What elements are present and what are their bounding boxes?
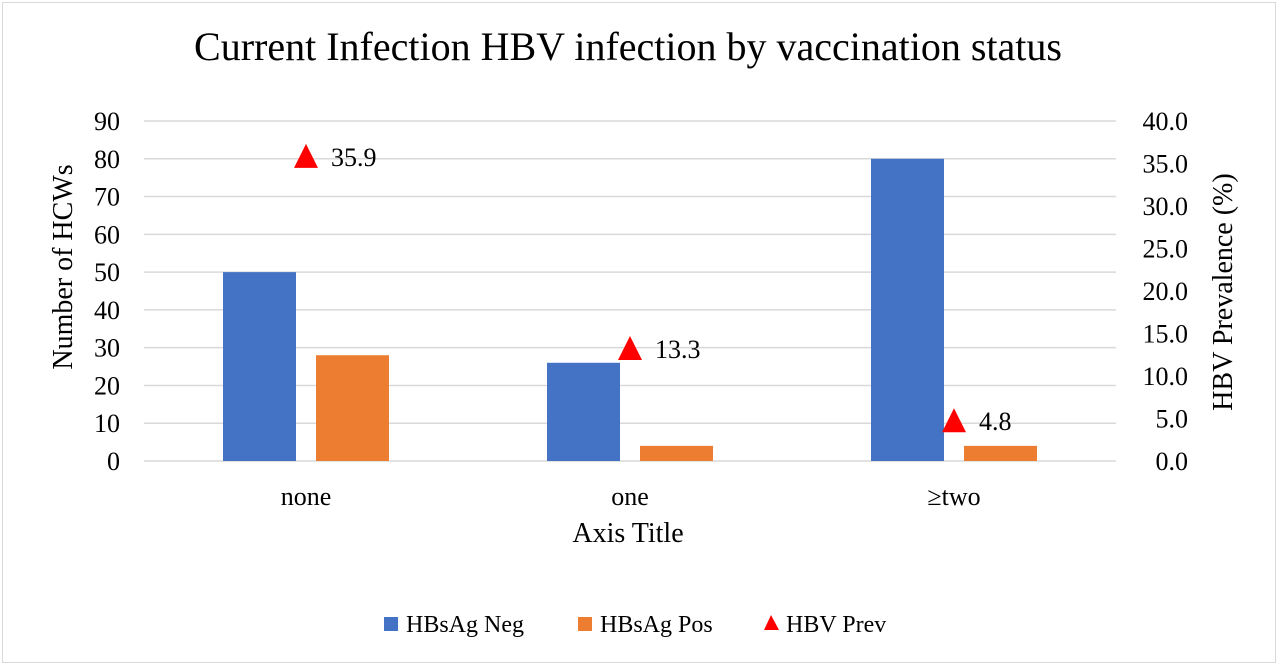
legend: HBsAg Neg HBsAg Pos HBV Prev (384, 612, 886, 638)
bar-hbsag-pos (964, 445, 1037, 461)
legend-swatch (764, 615, 779, 630)
y2-axis-ticks: 0.0 5.0 10.0 15.0 20.0 25.0 30.0 35.0 40.0 (1143, 107, 1189, 476)
gridlines (144, 120, 1116, 462)
x-tick-label: ≥two (927, 482, 980, 511)
y2-tick-label: 5.0 (1156, 405, 1189, 434)
legend-label: HBsAg Neg (406, 612, 524, 638)
y-axis-ticks: 0 10 20 30 40 50 60 70 80 90 (94, 107, 120, 476)
bar-hbsag-pos (640, 445, 713, 461)
y2-tick-label: 40.0 (1143, 107, 1189, 136)
bars (223, 158, 1037, 461)
y2-axis-title: HBV Prevalence (%) (1208, 173, 1239, 410)
bar-hbsag-neg (871, 158, 944, 461)
data-label: 35.9 (331, 143, 377, 172)
prevalence-markers: 35.9 13.3 4.8 (294, 143, 1012, 436)
legend-swatch (578, 617, 592, 631)
y-tick-label: 0 (107, 447, 120, 476)
y2-tick-label: 30.0 (1143, 192, 1189, 221)
bar-hbsag-neg (223, 272, 296, 461)
y-axis-title: Number of HCWs (48, 164, 79, 369)
y-tick-label: 70 (94, 183, 120, 212)
x-axis-ticks: none one ≥two (281, 482, 981, 511)
y-tick-label: 50 (94, 258, 120, 287)
bar-hbsag-pos (316, 355, 389, 461)
data-label: 4.8 (979, 407, 1012, 436)
y-tick-label: 80 (94, 145, 120, 174)
y2-tick-label: 15.0 (1143, 320, 1189, 349)
y-tick-label: 30 (94, 334, 120, 363)
y2-tick-label: 25.0 (1143, 235, 1189, 264)
y-tick-label: 40 (94, 296, 120, 325)
legend-label: HBsAg Pos (600, 612, 713, 638)
legend-label: HBV Prev (786, 612, 886, 638)
chart-title: Current Infection HBV infection by vacci… (194, 24, 1062, 69)
prevalence-triangle (294, 143, 318, 168)
y-tick-label: 20 (94, 371, 120, 400)
y2-tick-label: 10.0 (1143, 362, 1189, 391)
data-label: 13.3 (655, 335, 701, 364)
prevalence-triangle (618, 335, 642, 360)
y2-tick-label: 0.0 (1156, 447, 1189, 476)
legend-swatch (384, 617, 398, 631)
y2-tick-label: 35.0 (1143, 150, 1189, 179)
x-axis-title: Axis Title (572, 518, 683, 549)
y-tick-label: 10 (94, 409, 120, 438)
y2-tick-label: 20.0 (1143, 277, 1189, 306)
bar-hbsag-neg (547, 362, 620, 461)
x-tick-label: one (611, 482, 649, 511)
y-tick-label: 60 (94, 220, 120, 249)
y-tick-label: 90 (94, 107, 120, 136)
x-tick-label: none (281, 482, 332, 511)
prevalence-triangle (942, 408, 966, 433)
